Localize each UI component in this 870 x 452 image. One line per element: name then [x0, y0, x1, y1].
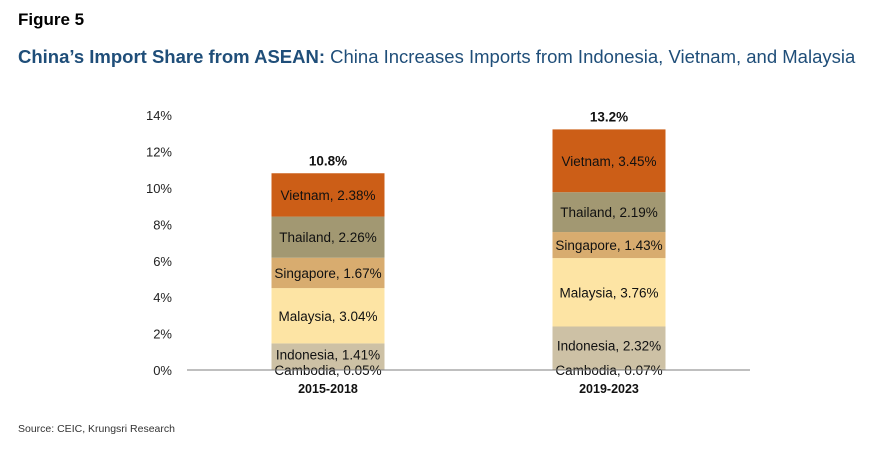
y-tick-label: 8% [153, 217, 172, 232]
segment-label: Vietnam, 3.45% [561, 154, 656, 169]
bar-segment-singapore [552, 232, 666, 259]
segment-label: Singapore, 1.67% [274, 266, 381, 281]
bar-segment-indonesia [552, 326, 666, 369]
bar-segment-malaysia [552, 258, 666, 327]
chart-title-bold: China’s Import Share from ASEAN: [18, 46, 326, 67]
y-tick-label: 4% [153, 290, 172, 305]
segment-label: Singapore, 1.43% [555, 238, 662, 253]
y-tick-label: 6% [153, 254, 172, 269]
y-tick-label: 12% [146, 145, 172, 160]
bar-segment-thailand [271, 216, 385, 258]
y-tick-label: 2% [153, 327, 172, 342]
y-tick-label: 10% [146, 181, 172, 196]
source-note: Source: CEIC, Krungsri Research [18, 423, 175, 435]
bar-segment-vietnam [271, 173, 385, 217]
segment-label: Malaysia, 3.76% [559, 285, 658, 300]
y-tick-label: 14% [146, 108, 172, 123]
bar-segment-thailand [552, 192, 666, 233]
bar-segment-cambodia [552, 368, 666, 370]
bar-total-label: 13.2% [590, 109, 628, 124]
x-category-label: 2015-2018 [298, 382, 358, 396]
segment-label: Thailand, 2.19% [560, 205, 658, 220]
segment-label: Vietnam, 2.38% [280, 188, 375, 203]
chart-title: China’s Import Share from ASEAN: China I… [18, 46, 855, 68]
bar-segment-vietnam [552, 129, 666, 193]
segment-label: Malaysia, 3.04% [278, 309, 377, 324]
bar-segment-malaysia [271, 288, 385, 344]
chart-title-rest: China Increases Imports from Indonesia, … [325, 46, 856, 67]
x-category-label: 2019-2023 [579, 382, 639, 396]
bar-segment-singapore [271, 257, 385, 289]
figure-label: Figure 5 [18, 10, 85, 29]
bar-total-label: 10.8% [309, 153, 347, 168]
segment-label: Thailand, 2.26% [279, 230, 377, 245]
y-tick-label: 0% [153, 363, 172, 378]
bar-segment-indonesia [271, 343, 385, 370]
segment-label: Indonesia, 1.41% [276, 347, 380, 362]
segment-label: Indonesia, 2.32% [557, 339, 661, 354]
